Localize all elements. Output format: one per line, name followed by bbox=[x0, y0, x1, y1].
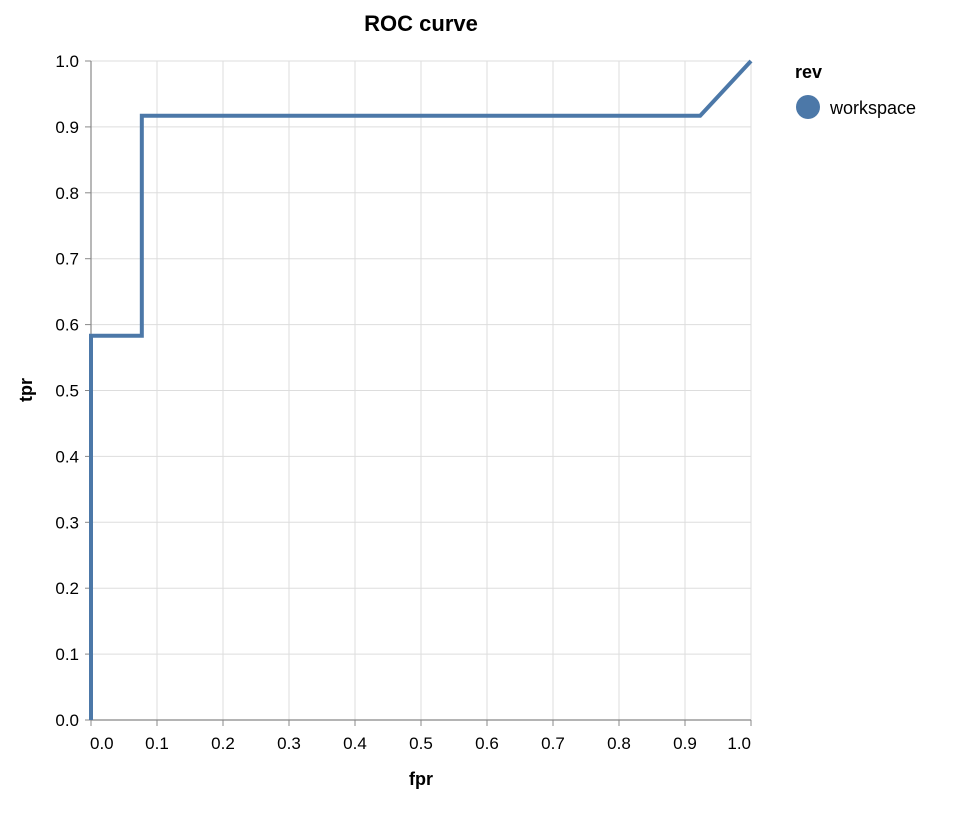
x-tick-label: 0.2 bbox=[211, 734, 235, 753]
y-tick-label: 0.9 bbox=[55, 118, 79, 137]
x-tick-label: 0.3 bbox=[277, 734, 301, 753]
y-tick-label: 0.4 bbox=[55, 447, 79, 466]
series-layer bbox=[89, 59, 753, 720]
legend-title: rev bbox=[795, 62, 822, 82]
x-tick-label: 1.0 bbox=[727, 734, 751, 753]
y-tick-label: 0.1 bbox=[55, 645, 79, 664]
y-tick-label: 0.3 bbox=[55, 513, 79, 532]
x-tick-label: 0.4 bbox=[343, 734, 367, 753]
legend-swatch-workspace bbox=[796, 95, 820, 119]
y-tick-label: 1.0 bbox=[55, 52, 79, 71]
axes: 0.0 0.1 0.2 0.3 0.4 0.5 0.6 0.7 0.8 0.9 1.0 0.0 0.1 0… bbox=[55, 52, 752, 753]
x-tick-label: 0.9 bbox=[673, 734, 697, 753]
legend: rev workspace bbox=[795, 62, 916, 119]
x-axis-label: fpr bbox=[409, 769, 433, 789]
series-line-workspace bbox=[89, 59, 753, 720]
x-tick-label: 0.6 bbox=[475, 734, 499, 753]
x-tick-label: 0.5 bbox=[409, 734, 433, 753]
grid bbox=[90, 60, 752, 721]
y-tick-label: 0.8 bbox=[55, 184, 79, 203]
y-tick-label: 0.5 bbox=[55, 382, 79, 401]
x-tick-label: 0.7 bbox=[541, 734, 565, 753]
y-tick-label: 0.0 bbox=[55, 711, 79, 730]
y-tick-label: 0.2 bbox=[55, 579, 79, 598]
legend-label-workspace: workspace bbox=[829, 98, 916, 118]
y-axis-label: tpr bbox=[16, 378, 36, 402]
chart-title: ROC curve bbox=[364, 11, 478, 36]
y-tick-label: 0.6 bbox=[55, 316, 79, 335]
x-tick-label: 0.0 bbox=[90, 734, 114, 753]
x-tick-label: 0.1 bbox=[145, 734, 169, 753]
y-tick-label: 0.7 bbox=[55, 250, 79, 269]
x-tick-label: 0.8 bbox=[607, 734, 631, 753]
